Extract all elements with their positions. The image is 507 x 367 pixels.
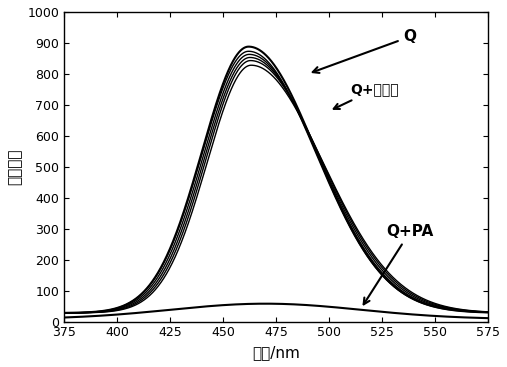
Text: Q+PA: Q+PA: [364, 224, 433, 304]
Text: Q+其他酸: Q+其他酸: [334, 82, 399, 109]
Y-axis label: 荧光强度: 荧光强度: [7, 149, 22, 185]
Text: Q: Q: [313, 29, 416, 73]
X-axis label: 波长/nm: 波长/nm: [252, 345, 300, 360]
